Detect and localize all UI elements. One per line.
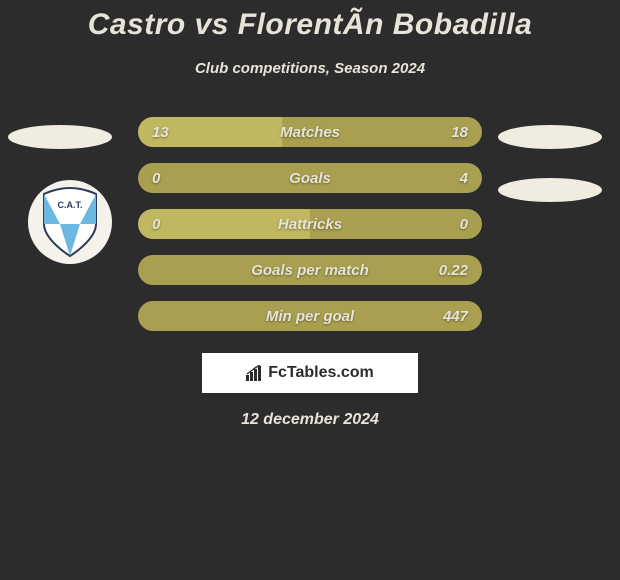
brand-text: FcTables.com	[268, 364, 374, 382]
stat-right-value: 0.22	[439, 255, 468, 285]
stat-right-value: 447	[443, 301, 468, 331]
player-plate-left	[8, 125, 112, 149]
svg-text:C.A.T.: C.A.T.	[57, 200, 82, 210]
page-title: Castro vs FlorentÃ­n Bobadilla	[0, 8, 620, 42]
stat-row-gpm: Goals per match 0.22	[138, 255, 482, 285]
club-badge: C.A.T.	[28, 180, 112, 264]
stat-row-hattricks: 0 Hattricks 0	[138, 209, 482, 239]
stat-label: Min per goal	[138, 301, 482, 331]
stat-label: Matches	[138, 117, 482, 147]
stat-right-value: 18	[451, 117, 468, 147]
club-crest-icon: C.A.T.	[38, 186, 102, 258]
page-subtitle: Club competitions, Season 2024	[0, 60, 620, 77]
stat-right-value: 0	[460, 209, 468, 239]
date-text: 12 december 2024	[0, 411, 620, 429]
stat-row-matches: 13 Matches 18	[138, 117, 482, 147]
stat-row-goals: 0 Goals 4	[138, 163, 482, 193]
player-plate-right-1	[498, 125, 602, 149]
stat-row-mpg: Min per goal 447	[138, 301, 482, 331]
player-plate-right-2	[498, 178, 602, 202]
brand-badge: FcTables.com	[202, 353, 418, 393]
stat-right-value: 4	[460, 163, 468, 193]
stat-label: Goals	[138, 163, 482, 193]
stat-label: Hattricks	[138, 209, 482, 239]
stat-label: Goals per match	[138, 255, 482, 285]
bars-icon	[246, 365, 264, 381]
